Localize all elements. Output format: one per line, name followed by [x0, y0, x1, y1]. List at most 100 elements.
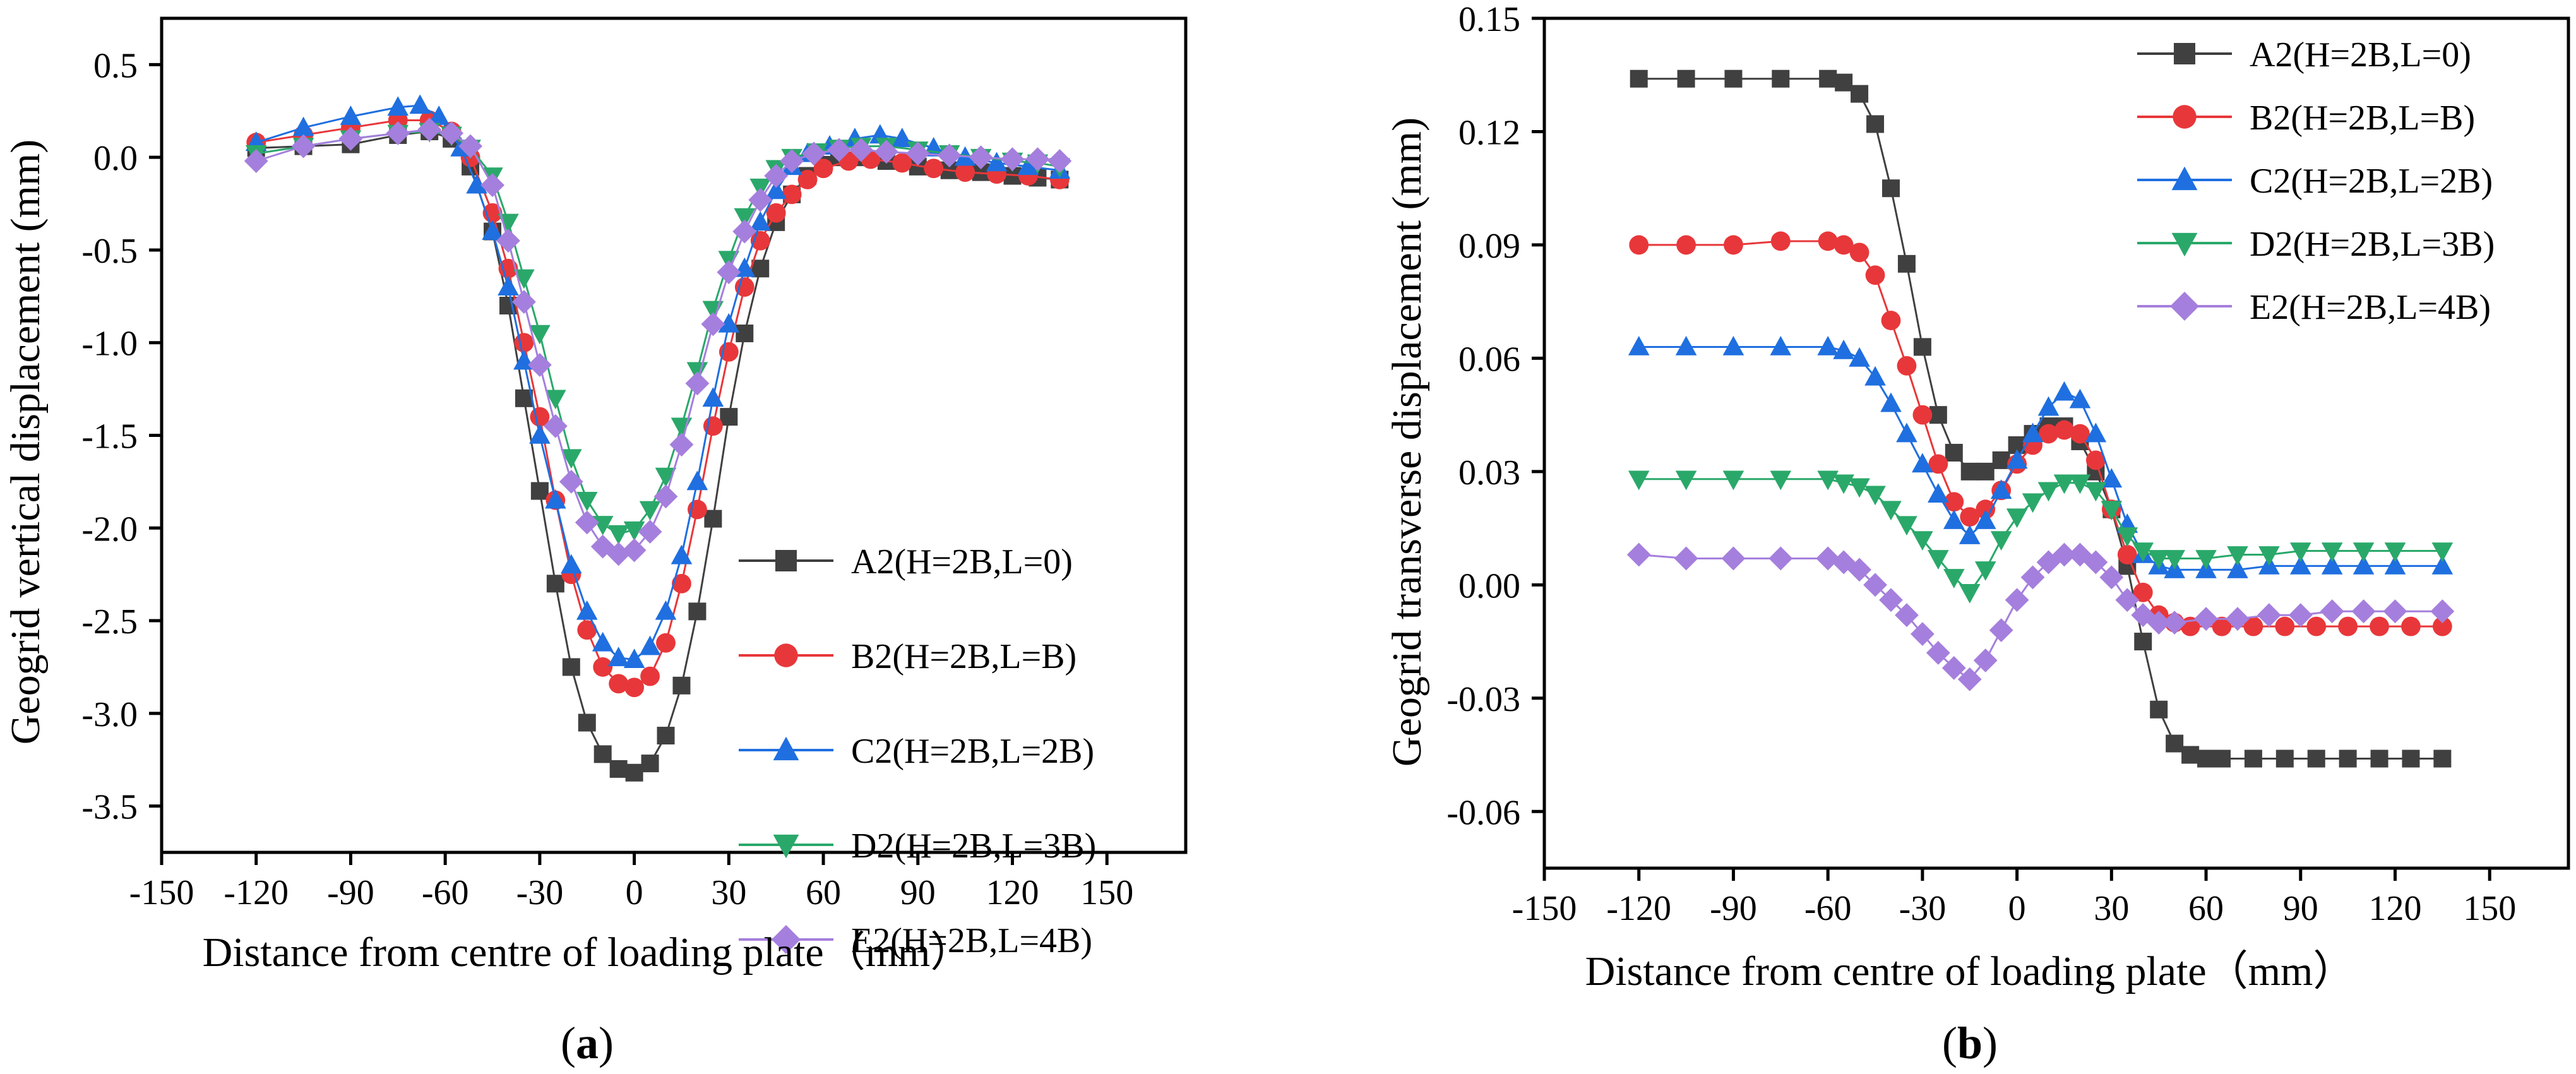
panel-a-data-point	[638, 520, 662, 544]
panel-b-data-point	[1960, 507, 1980, 527]
panel-b-data-point	[1943, 510, 1965, 529]
panel-a-data-point	[607, 525, 629, 545]
panel-b-data-point	[1626, 542, 1651, 567]
panel-b-data-point	[1976, 462, 1995, 480]
panel-b-data-point	[2244, 749, 2262, 768]
panel-b-data-point	[1929, 406, 1947, 424]
panel-b-data-point	[1819, 69, 1837, 88]
panel-a-data-point	[704, 510, 722, 528]
panel-b-data-point	[1833, 339, 1854, 359]
panel-a-data-point	[625, 763, 643, 782]
panel-b-data-point	[2321, 542, 2343, 562]
panel-b-data-point	[2022, 493, 2044, 513]
panel-a-label-letter: a	[576, 1018, 599, 1068]
panel-a-x-tick-label: -90	[327, 873, 374, 912]
panel-b-data-point	[2068, 542, 2092, 567]
panel-a-data-point	[575, 510, 599, 535]
panel-a-data-point	[782, 184, 802, 205]
panel-a-series-markers-4	[245, 122, 1071, 545]
panel-a-data-point	[749, 211, 772, 231]
panel-b-data-point	[1895, 603, 1919, 628]
panel-a-legend-label: A2(H=2B,L=0)	[851, 542, 1073, 582]
panel-a: -150 -120 -90 -60 -30 0 30 60 90 120 150 0.5 0.0 -0.5…	[3, 16, 1188, 1068]
panel-b-legend-item-5: E2(H=2B,L=4B)	[2137, 288, 2491, 327]
panel-b-data-point	[2194, 607, 2218, 631]
panel-a-series-line-4	[256, 130, 1060, 535]
panel-b-series-markers-4	[1628, 470, 2454, 604]
panel-b-data-point	[1629, 235, 1649, 255]
panel-b-data-point	[1674, 546, 1698, 571]
panel-b-legend-marker	[2170, 292, 2199, 321]
panel-a-legend-marker	[773, 736, 799, 761]
panel-a-data-point	[593, 657, 613, 677]
panel-a-data-point	[512, 290, 536, 314]
panel-a-data-point	[530, 482, 549, 500]
panel-b-data-point	[1944, 492, 1964, 512]
panel-b-data-point	[1973, 648, 1998, 672]
panel-a-data-point	[849, 138, 873, 162]
panel-b-data-point	[1945, 443, 1963, 462]
panel-b-data-point	[2022, 422, 2044, 443]
panel-b-data-point	[1849, 347, 1870, 367]
panel-a-y-tick-label: -1.0	[81, 325, 138, 364]
panel-b-data-point	[1926, 641, 1950, 665]
panel-b-data-point	[1772, 69, 1790, 88]
panel-a-data-point	[732, 219, 757, 244]
panel-b-x-tick-label: 150	[2463, 889, 2516, 928]
panel-b-y-tick-label: -0.03	[1446, 680, 1520, 719]
panel-a-data-point	[466, 174, 487, 194]
panel-b-data-point	[2289, 542, 2311, 562]
panel-b-y-tick-label: 0.12	[1458, 113, 1520, 152]
panel-b-legend-label: C2(H=2B,L=2B)	[2250, 162, 2493, 201]
panel-b-data-point	[2288, 603, 2313, 628]
panel-b-y-tick-label: 0.03	[1458, 453, 1520, 492]
panel-b-data-point	[2227, 558, 2248, 578]
panel-a-legend-marker	[773, 834, 799, 859]
panel-b-data-point	[1928, 454, 1948, 474]
panel-a-data-point	[480, 173, 504, 198]
panel-b-data-point	[1912, 531, 1933, 551]
panel-b-legend-marker	[2171, 166, 2198, 191]
panel-b-legend-item-2: B2(H=2B,L=B)	[2137, 98, 2475, 138]
panel-b-data-point	[2147, 611, 2171, 635]
panel-a-data-point	[685, 371, 710, 396]
panel-b-data-point	[2069, 474, 2091, 494]
panel-a-data-point	[657, 727, 675, 745]
panel-b-data-point	[1832, 550, 1856, 575]
panel-b-data-point	[1941, 656, 1966, 680]
panel-a-data-point	[498, 276, 519, 295]
panel-a-data-point	[748, 188, 773, 212]
panel-b-plot-frame	[1542, 16, 2570, 870]
panel-a-data-point	[891, 128, 913, 148]
panel-b-y-axis-title: Geogrid transverse displacement (mm)	[1384, 117, 1430, 767]
panel-a-data-point	[607, 647, 629, 667]
panel-b-data-point	[1896, 516, 1917, 536]
panel-a-x-tick-label: -150	[129, 873, 194, 912]
panel-b-data-point	[1990, 531, 2012, 551]
panel-b-data-point	[2181, 746, 2200, 764]
panel-a-y-axis-title: Geogrid vertical displacement (mm)	[3, 140, 49, 744]
panel-a-data-point	[527, 353, 552, 377]
panel-a-y-tick-label: 0.5	[93, 46, 138, 85]
panel-b-data-point	[2307, 749, 2325, 768]
panel-b-data-point	[2352, 542, 2375, 562]
panel-a-data-point	[734, 277, 754, 297]
panel-a-series-markers-2	[246, 110, 1070, 698]
panel-b-data-point	[1928, 550, 1949, 570]
panel-b-data-point	[1724, 235, 1743, 255]
panel-b-data-point	[2226, 607, 2250, 631]
panel-a-data-point	[734, 208, 756, 228]
panel-b-data-point	[1881, 179, 1900, 198]
panel-a-data-point	[736, 325, 754, 343]
panel-b-data-point	[1897, 355, 1917, 376]
panel-a-series-markers-5	[244, 117, 1072, 566]
panel-b-data-point	[1628, 335, 1650, 355]
panel-b-x-tick-label: 30	[2094, 889, 2129, 928]
panel-a-data-point	[827, 138, 851, 162]
panel-b-data-point	[1817, 335, 1839, 355]
panel-b-data-point	[2117, 545, 2137, 564]
panel-b-data-point	[2338, 616, 2358, 636]
panel-b-data-point	[1959, 525, 1981, 544]
panel-a-data-point	[606, 542, 631, 566]
